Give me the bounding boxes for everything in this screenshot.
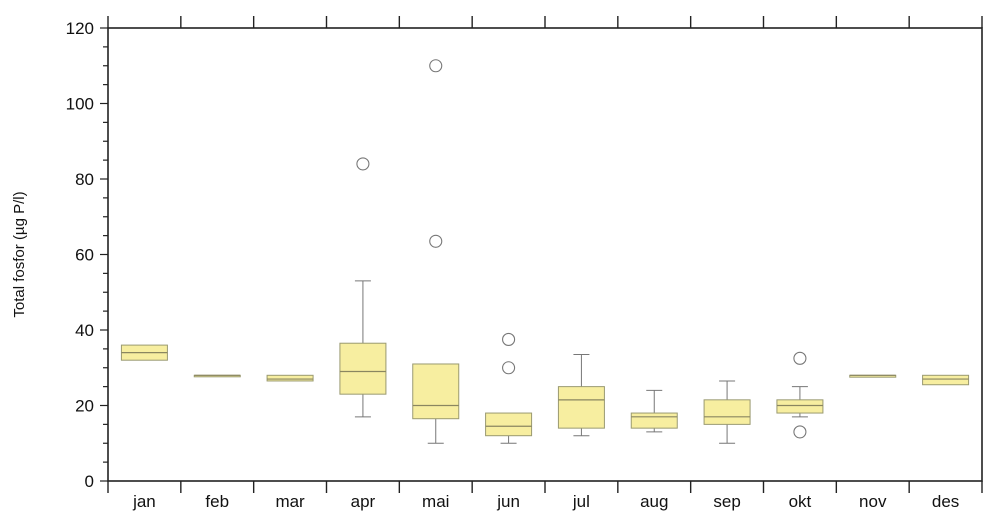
box-iqr bbox=[557, 386, 605, 429]
x-tick-label: nov bbox=[859, 492, 887, 511]
box-jul bbox=[557, 354, 605, 437]
x-axis: jan feb mar apr mai jun jul aug sep okt nov des bbox=[107, 16, 983, 511]
y-tick-label: 100 bbox=[66, 95, 94, 114]
outlier-point bbox=[356, 157, 370, 171]
x-tick-label: okt bbox=[789, 492, 812, 511]
box-iqr bbox=[339, 342, 387, 395]
box-aug bbox=[630, 389, 678, 433]
box-mai bbox=[412, 59, 460, 444]
outlier-point bbox=[502, 361, 516, 375]
y-tick-label: 60 bbox=[75, 246, 94, 265]
x-tick-label: jun bbox=[496, 492, 520, 511]
box-iqr bbox=[266, 374, 314, 382]
box-iqr bbox=[922, 374, 970, 386]
outlier-point bbox=[429, 234, 443, 248]
x-tick-label: aug bbox=[640, 492, 668, 511]
box-feb bbox=[193, 374, 241, 378]
y-axis: 0 20 40 60 80 100 120 bbox=[66, 19, 108, 491]
box-series bbox=[120, 59, 970, 444]
x-tick-label: jan bbox=[132, 492, 156, 511]
box-nov bbox=[849, 374, 897, 378]
x-tick-label: feb bbox=[205, 492, 229, 511]
outlier-point bbox=[502, 332, 516, 346]
y-tick-label: 80 bbox=[75, 170, 94, 189]
box-jan bbox=[120, 344, 168, 361]
box-mar bbox=[266, 374, 314, 382]
box-iqr bbox=[703, 399, 751, 425]
box-apr bbox=[339, 157, 387, 418]
box-iqr bbox=[630, 412, 678, 429]
box-des bbox=[922, 374, 970, 386]
x-tick-label: apr bbox=[351, 492, 376, 511]
y-tick-label: 0 bbox=[85, 472, 94, 491]
outlier-point bbox=[429, 59, 443, 73]
box-jun bbox=[485, 332, 533, 444]
plot-frame bbox=[107, 27, 983, 482]
box-iqr bbox=[485, 412, 533, 437]
box-iqr bbox=[412, 363, 460, 420]
box-okt bbox=[776, 351, 824, 439]
y-tick-label: 40 bbox=[75, 321, 94, 340]
x-tick-label: jul bbox=[572, 492, 590, 511]
box-iqr bbox=[776, 399, 824, 414]
x-tick-label: mai bbox=[422, 492, 449, 511]
outlier-point bbox=[793, 425, 807, 439]
x-tick-label: des bbox=[932, 492, 959, 511]
outlier-point bbox=[793, 351, 807, 365]
box-sep bbox=[703, 380, 751, 444]
x-tick-label: mar bbox=[275, 492, 305, 511]
y-axis-label: Total fosfor (µg P/l) bbox=[11, 191, 28, 317]
y-tick-label: 120 bbox=[66, 19, 94, 38]
y-tick-label: 20 bbox=[75, 397, 94, 416]
x-tick-label: sep bbox=[713, 492, 740, 511]
